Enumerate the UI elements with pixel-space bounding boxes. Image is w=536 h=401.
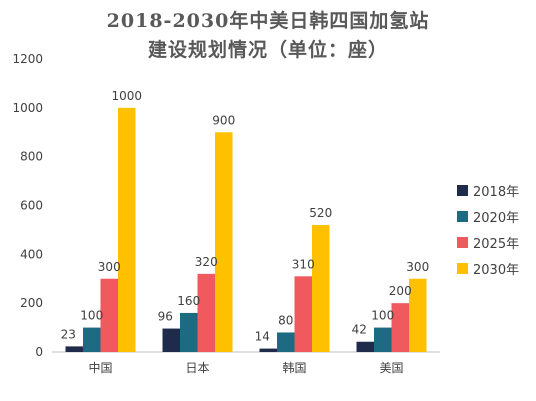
bars [65,107,427,352]
bar [356,341,374,352]
y-tick-label: 1000 [12,101,43,115]
chart-subtitle: 建设规划情况（单位：座） [147,39,388,61]
data-label: 310 [292,257,315,271]
y-tick-label: 1200 [12,52,43,66]
legend-swatch [457,185,468,196]
y-tick-label: 0 [35,345,43,359]
legend: 2018年 2020年 2025年 2030年 [457,185,519,278]
data-label: 320 [195,255,218,269]
legend-label: 2018年 [473,185,519,200]
bar [215,132,233,352]
data-label: 100 [371,309,394,323]
bar [312,225,330,352]
legend-swatch [457,263,468,274]
bar [374,327,392,352]
bar [65,346,83,352]
x-axis: 中国 日本 韩国 美国 [88,360,403,375]
x-tick-label: 中国 [88,360,112,375]
legend-swatch [457,237,468,248]
bar [391,303,409,352]
data-label: 23 [61,327,76,341]
y-tick-label: 200 [20,296,43,310]
bar [259,348,277,352]
legend-label: 2020年 [473,211,519,226]
bar [180,312,198,352]
y-tick-label: 600 [20,199,43,213]
chart-title: 2018-2030年中美日韩四国加氢站 [106,10,430,32]
data-labels: 2310030010009616032090014803105204210020… [61,89,430,344]
x-tick-label: 美国 [379,361,403,375]
data-label: 300 [98,260,121,274]
data-label: 300 [406,260,429,274]
data-label: 520 [309,206,332,220]
y-tick-label: 400 [20,247,43,261]
legend-label: 2025年 [473,237,519,252]
legend-swatch [457,211,468,222]
legend-label: 2030年 [473,263,519,278]
data-label: 80 [278,313,293,327]
bar [118,107,136,352]
data-label: 200 [389,284,412,298]
data-label: 1000 [111,89,142,103]
data-label: 42 [352,323,367,337]
x-tick-label: 韩国 [282,360,306,375]
data-label: 160 [177,294,200,308]
data-label: 100 [80,309,103,323]
y-tick-label: 800 [20,150,43,164]
data-label: 96 [158,310,173,324]
bar [100,278,118,352]
data-label: 14 [255,330,270,344]
bar [409,278,427,352]
bar [162,328,180,352]
bar [294,276,312,352]
bar [277,332,295,352]
y-axis: 0 200 400 600 800 1000 1200 [12,52,43,359]
bar [83,327,101,352]
bar [197,273,215,352]
x-tick-label: 日本 [185,361,209,375]
data-label: 900 [212,113,235,127]
